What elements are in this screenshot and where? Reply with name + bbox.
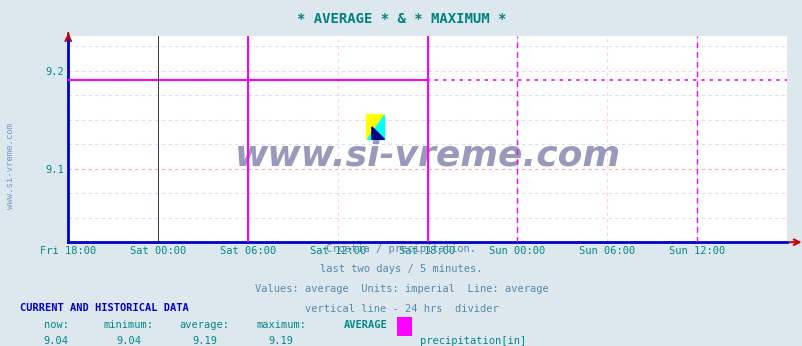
Text: vertical line - 24 hrs  divider: vertical line - 24 hrs divider bbox=[304, 304, 498, 314]
Text: AVERAGE: AVERAGE bbox=[343, 320, 387, 330]
Text: www.si-vreme.com: www.si-vreme.com bbox=[234, 139, 620, 173]
Polygon shape bbox=[366, 115, 384, 139]
Text: now:: now: bbox=[43, 320, 69, 330]
Polygon shape bbox=[371, 127, 384, 139]
Text: CURRENT AND HISTORICAL DATA: CURRENT AND HISTORICAL DATA bbox=[20, 303, 188, 313]
Text: minimum:: minimum: bbox=[103, 320, 153, 330]
Text: www.si-vreme.com: www.si-vreme.com bbox=[6, 123, 15, 209]
Text: 9.04: 9.04 bbox=[43, 336, 69, 346]
Text: 9.04: 9.04 bbox=[115, 336, 141, 346]
Text: 9.19: 9.19 bbox=[192, 336, 217, 346]
Polygon shape bbox=[366, 115, 384, 139]
Text: precipitation[in]: precipitation[in] bbox=[419, 336, 525, 346]
Text: maximum:: maximum: bbox=[256, 320, 306, 330]
Text: Values: average  Units: imperial  Line: average: Values: average Units: imperial Line: av… bbox=[254, 284, 548, 294]
Text: last two days / 5 minutes.: last two days / 5 minutes. bbox=[320, 264, 482, 274]
Text: 9.19: 9.19 bbox=[268, 336, 294, 346]
Text: Croatia / precipitation.: Croatia / precipitation. bbox=[326, 244, 476, 254]
Text: * AVERAGE * & * MAXIMUM *: * AVERAGE * & * MAXIMUM * bbox=[297, 12, 505, 26]
Text: average:: average: bbox=[180, 320, 229, 330]
